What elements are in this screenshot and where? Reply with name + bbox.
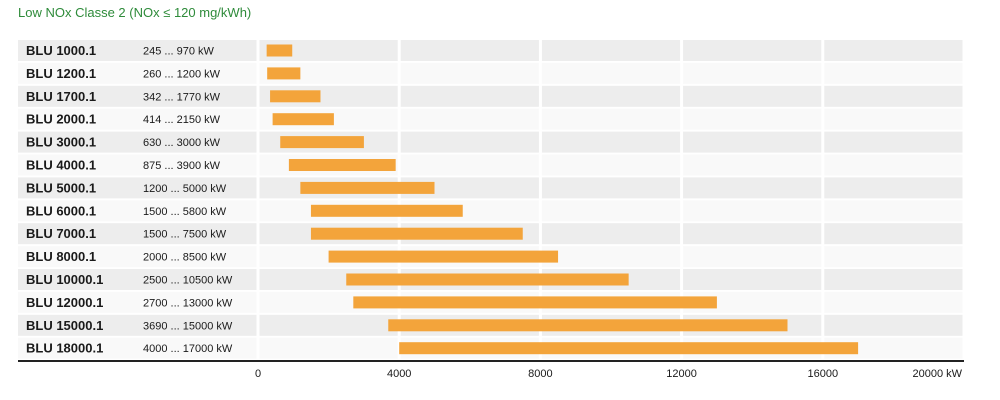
category-label: BLU 1700.1 (26, 89, 96, 104)
x-tick-label: 20000 kW (912, 368, 962, 380)
row-band (18, 62, 964, 84)
range-bar (300, 181, 435, 194)
range-label: 4000 ... 17000 kW (143, 343, 233, 355)
range-bar (346, 273, 629, 286)
row-band (18, 108, 964, 130)
range-label: 2500 ... 10500 kW (143, 275, 233, 287)
range-label: 875 ... 3900 kW (143, 160, 221, 172)
range-label: 1200 ... 5000 kW (143, 183, 227, 195)
x-tick-label: 0 (255, 368, 261, 380)
range-bar (388, 319, 788, 332)
category-label: BLU 1000.1 (26, 43, 96, 58)
row-band (18, 154, 964, 176)
x-tick-label: 12000 (666, 368, 697, 380)
range-label: 245 ... 970 kW (143, 46, 215, 58)
range-label: 2700 ... 13000 kW (143, 297, 233, 309)
range-label: 3690 ... 15000 kW (143, 320, 233, 332)
range-bar (310, 227, 523, 240)
row-band (18, 177, 964, 199)
range-bar (280, 136, 364, 149)
range-label: 414 ... 2150 kW (143, 114, 221, 126)
range-label: 342 ... 1770 kW (143, 91, 221, 103)
category-label: BLU 8000.1 (26, 249, 96, 264)
range-label: 260 ... 1200 kW (143, 68, 221, 80)
range-bar (272, 113, 334, 126)
chart-title: Low NOx Classe 2 (NOx ≤ 120 mg/kWh) (18, 5, 252, 20)
range-label: 1500 ... 7500 kW (143, 229, 227, 241)
category-label: BLU 15000.1 (26, 318, 103, 333)
range-bar (353, 296, 717, 309)
category-label: BLU 2000.1 (26, 112, 96, 127)
range-bar (399, 342, 859, 355)
range-bar (266, 44, 293, 57)
range-label: 2000 ... 8500 kW (143, 252, 227, 264)
category-label: BLU 7000.1 (26, 226, 96, 241)
row-band (18, 131, 964, 153)
range-label: 630 ... 3000 kW (143, 137, 221, 149)
row-band (18, 200, 964, 222)
x-tick-label: 8000 (528, 368, 552, 380)
category-label: BLU 5000.1 (26, 180, 96, 195)
category-label: BLU 18000.1 (26, 341, 103, 356)
row-band (18, 40, 964, 61)
row-band (18, 85, 964, 107)
range-bar (270, 90, 321, 103)
category-label: BLU 1200.1 (26, 66, 96, 81)
category-label: BLU 6000.1 (26, 203, 96, 218)
category-label: BLU 10000.1 (26, 272, 103, 287)
range-bar (288, 159, 396, 171)
range-bar (267, 67, 301, 80)
category-label: BLU 3000.1 (26, 135, 96, 150)
range-bar (310, 204, 463, 217)
category-label: BLU 4000.1 (26, 158, 96, 173)
x-tick-label: 16000 (808, 368, 839, 380)
range-bar (328, 250, 559, 263)
x-tick-label: 4000 (387, 368, 411, 380)
range-label: 1500 ... 5800 kW (143, 206, 227, 218)
category-label: BLU 12000.1 (26, 295, 103, 310)
